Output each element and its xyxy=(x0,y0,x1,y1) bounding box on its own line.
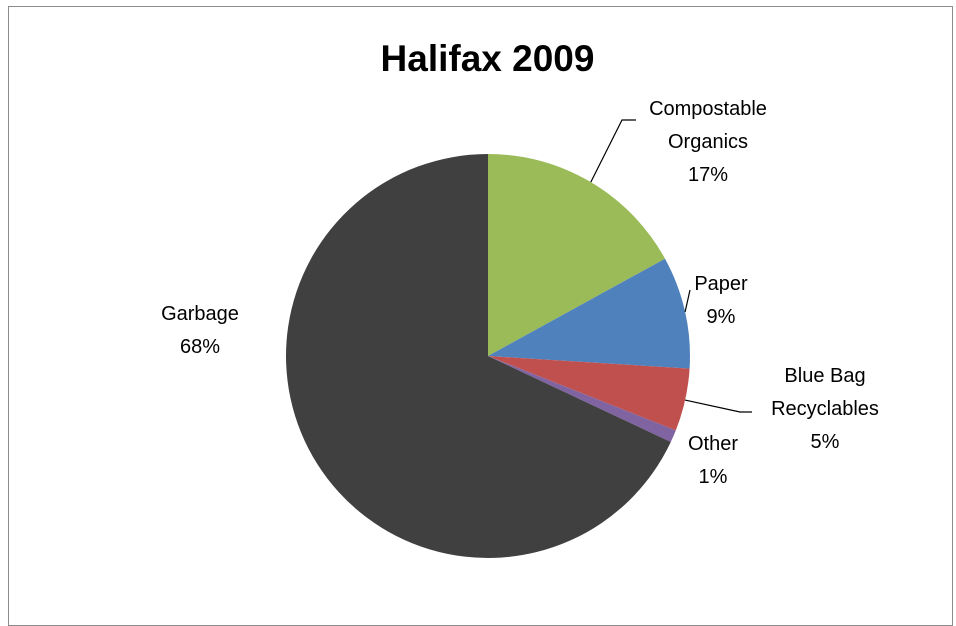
slice-name-line-1: Other xyxy=(687,433,739,455)
slice-name-line-1: Paper xyxy=(694,273,748,295)
leader-line-paper xyxy=(684,289,691,313)
slice-label-garbage: Garbage 68% xyxy=(140,298,260,364)
pie-slice-garbage xyxy=(286,154,671,559)
pie-slice-other xyxy=(488,356,676,443)
slice-name-line-1: Garbage xyxy=(161,303,239,325)
slice-label-blue-bag-recyclables: Blue Bag Recyclables 5% xyxy=(750,360,900,459)
pie-slice-blue-bag-recyclables xyxy=(488,356,690,431)
pie-slice-compostable-organics xyxy=(488,154,666,356)
pie-chart xyxy=(286,119,752,559)
slice-name-line-1: Blue Bag xyxy=(784,365,866,387)
slice-name-line-2: Recyclables xyxy=(771,398,879,420)
slice-value: 9% xyxy=(706,306,736,328)
slice-value: 1% xyxy=(698,466,728,488)
slice-label-compostable-organics: Compostable Organics 17% xyxy=(633,93,783,192)
slice-label-other: Other 1% xyxy=(673,428,753,494)
pie-slice-paper xyxy=(488,258,690,369)
slice-label-paper: Paper 9% xyxy=(676,268,766,334)
slice-name-line-2: Organics xyxy=(667,131,749,153)
leader-line-blue-bag-recyclables xyxy=(684,399,752,413)
slice-name-line-1: Compostable xyxy=(649,98,767,120)
slice-value: 17% xyxy=(687,164,729,186)
slice-value: 68% xyxy=(179,336,221,358)
leader-line-compostable-organics xyxy=(590,119,636,183)
slice-value: 5% xyxy=(810,431,840,453)
chart-title: Halifax 2009 xyxy=(380,38,595,79)
